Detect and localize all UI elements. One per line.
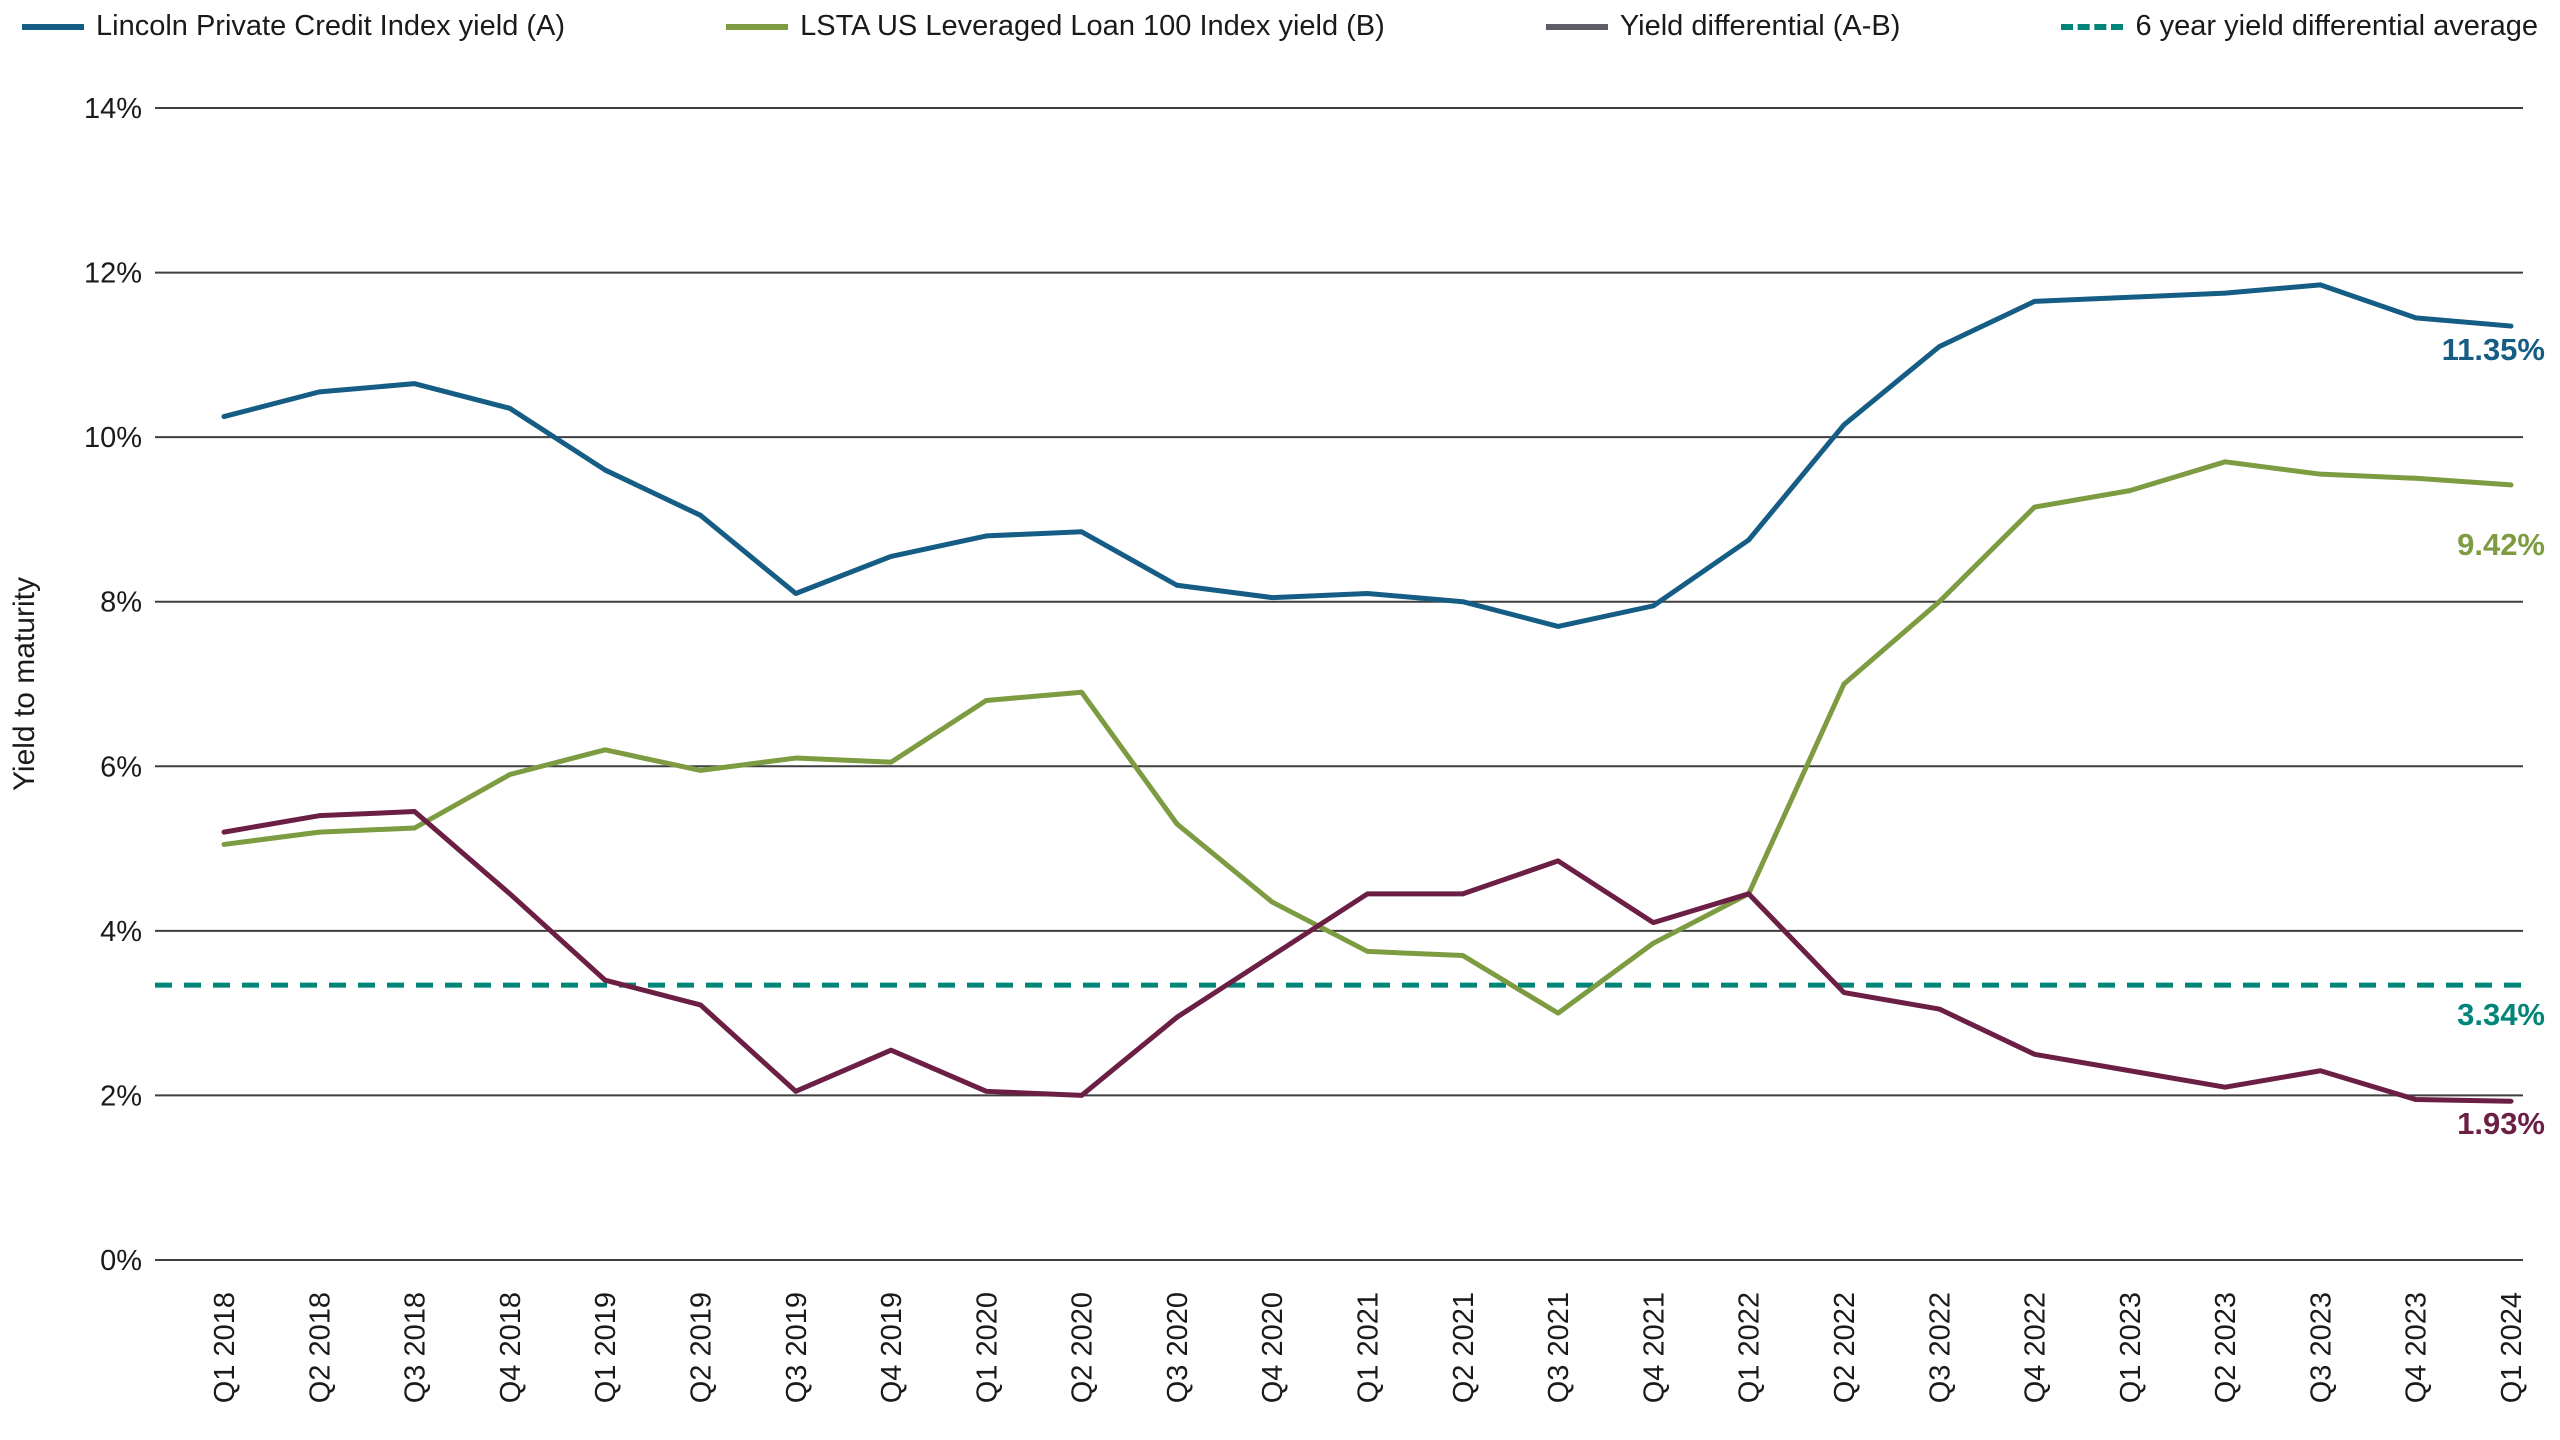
legend: Lincoln Private Credit Index yield (A) L…: [0, 10, 2560, 43]
y-tick-label: 4%: [100, 916, 142, 948]
y-tick-label: 6%: [100, 751, 142, 783]
x-tick-label: Q1 2024: [2496, 1292, 2528, 1403]
x-tick-label: Q4 2023: [2401, 1292, 2433, 1403]
y-tick-label: 12%: [84, 258, 142, 290]
y-tick-label: 10%: [84, 422, 142, 454]
x-tick-label: Q4 2022: [2020, 1292, 2052, 1403]
legend-item-differential-average: 6 year yield differential average: [2061, 10, 2538, 43]
x-tick-label: Q2 2023: [2210, 1292, 2242, 1403]
x-tick-label: Q1 2018: [209, 1292, 241, 1403]
legend-item-yield-differential: Yield differential (A-B): [1545, 10, 1901, 43]
x-tick-label: Q3 2020: [1162, 1292, 1194, 1403]
x-tick-label: Q3 2021: [1543, 1292, 1575, 1403]
end-value-label: 3.34%: [2457, 997, 2545, 1032]
end-value-label: 9.42%: [2457, 527, 2545, 562]
x-tick-label: Q3 2023: [2305, 1292, 2337, 1403]
series-line-lincoln-private-credit-index: [221, 282, 2514, 629]
x-tick-label: Q4 2021: [1638, 1292, 1670, 1403]
legend-item-leveraged-loan: LSTA US Leveraged Loan 100 Index yield (…: [726, 10, 1385, 43]
x-tick-label: Q2 2022: [1829, 1292, 1861, 1403]
x-tick-label: Q4 2019: [876, 1292, 908, 1403]
x-tick-label: Q2 2020: [1067, 1292, 1099, 1403]
end-value-label: 11.35%: [2442, 332, 2545, 367]
end-value-label: 1.93%: [2457, 1106, 2545, 1141]
x-tick-label: Q1 2023: [2115, 1292, 2147, 1403]
series-line-lsta-leveraged-loan-100-index: [221, 459, 2514, 1016]
x-tick-label: Q1 2019: [590, 1292, 622, 1403]
x-tick-label: Q2 2018: [304, 1292, 336, 1403]
x-tick-label: Q4 2018: [495, 1292, 527, 1403]
legend-item-private-credit: Lincoln Private Credit Index yield (A): [22, 10, 565, 43]
y-tick-label: 8%: [100, 587, 142, 619]
x-tick-label: Q3 2022: [1924, 1292, 1956, 1403]
legend-swatch-yield-differential: [1545, 23, 1608, 30]
x-tick-label: Q3 2019: [781, 1292, 813, 1403]
y-axis-title: Yield to maturity: [8, 577, 41, 791]
series-line-yield-differential: [221, 809, 2514, 1104]
y-tick-label: 0%: [100, 1245, 142, 1277]
y-tick-label: 14%: [84, 93, 142, 125]
legend-swatch-private-credit: [22, 23, 84, 30]
x-tick-label: Q3 2018: [400, 1292, 432, 1403]
x-tick-label: Q1 2021: [1353, 1292, 1385, 1403]
x-tick-label: Q1 2020: [971, 1292, 1003, 1403]
legend-label-differential-average: 6 year yield differential average: [2135, 10, 2538, 42]
x-tick-label: Q1 2022: [1734, 1292, 1766, 1403]
legend-swatch-leveraged-loan: [726, 23, 789, 30]
legend-label-leveraged-loan: LSTA US Leveraged Loan 100 Index yield (…: [800, 10, 1385, 42]
y-tick-label: 2%: [100, 1080, 142, 1112]
x-tick-label: Q2 2021: [1448, 1292, 1480, 1403]
x-tick-label: Q4 2020: [1257, 1292, 1289, 1403]
legend-label-yield-differential: Yield differential (A-B): [1619, 10, 1901, 42]
legend-label-private-credit: Lincoln Private Credit Index yield (A): [96, 10, 566, 42]
legend-swatch-differential-average: [2061, 23, 2124, 30]
x-tick-label: Q2 2019: [685, 1292, 717, 1403]
